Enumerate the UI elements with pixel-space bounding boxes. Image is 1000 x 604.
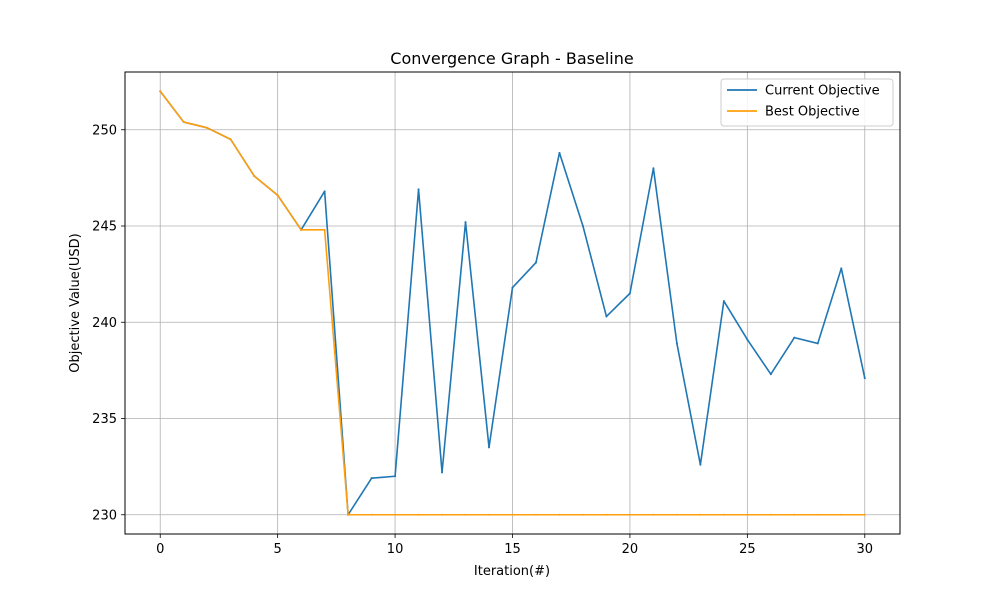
current-objective-point (675, 342, 678, 345)
best-objective-point (793, 513, 796, 516)
current-objective-point (628, 292, 631, 295)
current-objective-point (370, 477, 373, 480)
best-objective-point (182, 121, 185, 124)
best-objective-point (746, 513, 749, 516)
y-tick-label: 230 (92, 508, 117, 523)
best-objective-point (769, 513, 772, 516)
best-objective-point (206, 126, 209, 129)
best-objective-point (300, 228, 303, 231)
current-objective-point (652, 167, 655, 170)
best-objective-point (840, 513, 843, 516)
y-tick-label: 245 (92, 220, 117, 235)
y-tick-label: 250 (92, 123, 117, 138)
current-objective-point (746, 338, 749, 341)
x-tick-label: 5 (274, 542, 282, 557)
current-objective-point (417, 188, 420, 191)
x-tick-label: 15 (504, 542, 521, 557)
current-objective-point (769, 373, 772, 376)
best-objective-point (441, 513, 444, 516)
current-objective-point (699, 463, 702, 466)
current-objective-point (511, 286, 514, 289)
best-objective-point (229, 138, 232, 141)
x-tick-label: 10 (387, 542, 404, 557)
current-objective-point (441, 471, 444, 474)
best-objective-point (558, 513, 561, 516)
current-objective-point (323, 190, 326, 193)
best-objective-point (159, 90, 162, 93)
current-objective-point (534, 261, 537, 264)
current-objective-point (605, 315, 608, 318)
best-objective-point (323, 228, 326, 231)
legend-box (720, 78, 894, 127)
best-objective-point (464, 513, 467, 516)
best-objective-point (394, 513, 397, 516)
best-objective-point (605, 513, 608, 516)
x-tick-label: 30 (856, 542, 873, 557)
current-objective-legend-label: Current Objective (765, 84, 880, 99)
current-objective-point (816, 342, 819, 345)
x-tick-label: 20 (622, 542, 639, 557)
current-objective-point (581, 225, 584, 227)
best-objective-point (253, 174, 256, 177)
best-objective-point (534, 513, 537, 516)
best-objective-point (675, 513, 678, 516)
legend: Current Objective Best Objective (720, 78, 894, 127)
best-objective-point (276, 194, 279, 197)
current-objective-point (558, 151, 561, 154)
best-objective-point (699, 513, 702, 516)
x-axis-label: Iteration(#) (474, 564, 550, 579)
current-objective-point (464, 221, 467, 224)
best-objective-point (628, 513, 631, 516)
best-objective-point (863, 513, 866, 516)
current-objective-point (394, 475, 397, 478)
x-tick-label: 25 (739, 542, 756, 557)
current-objective-point (840, 267, 843, 270)
best-objective-point (370, 513, 373, 516)
current-objective-point (863, 377, 866, 380)
current-objective-point (488, 446, 491, 449)
grid-layer (125, 72, 900, 534)
best-objective-legend-label: Best Objective (765, 105, 860, 120)
y-axis-label: Objective Value(USD) (68, 233, 83, 372)
best-objective-point (816, 513, 819, 516)
best-objective-point (581, 513, 584, 516)
y-tick-label: 235 (92, 412, 117, 427)
best-objective-point (488, 513, 491, 516)
y-tick-label: 240 (92, 316, 117, 331)
best-objective-point (511, 513, 514, 516)
best-objective-point (347, 513, 350, 516)
best-objective-point (722, 513, 725, 516)
x-tick-label: 0 (156, 542, 164, 557)
current-objective-point (722, 300, 725, 303)
chart-title: Convergence Graph - Baseline (390, 49, 633, 68)
series-layer (159, 90, 866, 516)
current-objective-point (793, 336, 796, 339)
best-objective-point (417, 513, 420, 516)
best-objective-point (652, 513, 655, 516)
ticks-layer: 0 5 10 15 20 25 30 230 235 240 245 250 (92, 123, 873, 557)
